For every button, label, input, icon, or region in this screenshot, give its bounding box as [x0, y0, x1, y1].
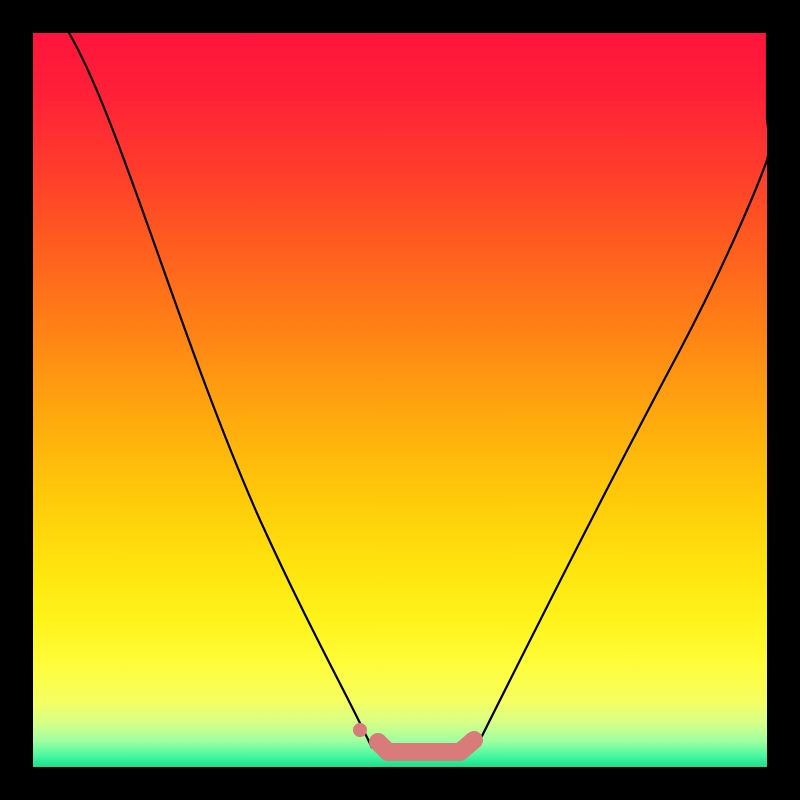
bottleneck-chart — [0, 0, 800, 800]
chart-stage: TheBottleneck.com — [0, 0, 800, 800]
plot-area — [33, 33, 767, 767]
curve-bottom-dot — [353, 723, 367, 737]
